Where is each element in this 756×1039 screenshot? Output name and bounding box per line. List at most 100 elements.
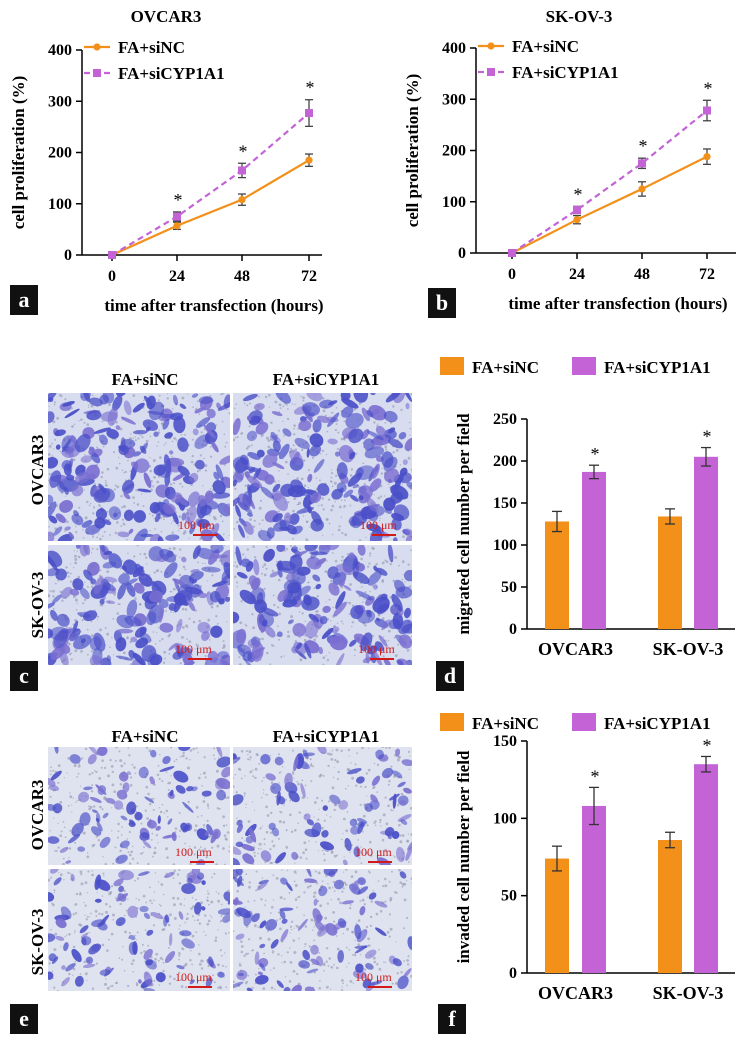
membrane-pore (265, 805, 268, 809)
membrane-pore (340, 499, 343, 501)
stained-cell (194, 406, 206, 414)
stained-cell (212, 479, 226, 495)
membrane-pore (147, 862, 150, 865)
stained-cell (246, 987, 253, 991)
membrane-pore (292, 509, 295, 513)
membrane-pore (410, 495, 412, 497)
membrane-pore (317, 871, 321, 875)
membrane-pore (351, 776, 354, 780)
membrane-pore (98, 504, 101, 507)
scale-label-c1: 100 μm (178, 518, 215, 532)
membrane-pore (178, 556, 181, 558)
membrane-pore (264, 904, 266, 907)
membrane-pore (113, 790, 117, 794)
stained-cell (53, 629, 68, 649)
membrane-pore (281, 869, 283, 871)
stained-cell (335, 591, 346, 610)
stained-cell (388, 438, 404, 449)
membrane-pore (260, 898, 263, 901)
membrane-pore (330, 508, 333, 512)
stained-cell (335, 564, 354, 576)
membrane-pore (179, 662, 182, 665)
membrane-pore (330, 753, 333, 756)
stained-cell (164, 951, 176, 963)
membrane-pore (402, 535, 405, 538)
membrane-pore (289, 961, 293, 964)
membrane-pore (159, 456, 162, 459)
chart-f-category-label-0: OVCAR3 (538, 983, 613, 1003)
stained-cell (219, 454, 230, 465)
membrane-pore (387, 483, 390, 485)
membrane-pore (331, 786, 335, 790)
stained-cell (88, 747, 99, 756)
membrane-pore (146, 817, 149, 820)
stained-cell (81, 520, 93, 528)
stained-cell (291, 546, 298, 553)
membrane-pore (218, 757, 220, 759)
membrane-pore (312, 929, 314, 931)
stained-cell (383, 497, 396, 511)
stained-cell (375, 749, 385, 760)
membrane-pore (311, 456, 315, 460)
stained-cell (234, 908, 242, 917)
membrane-pore (240, 432, 243, 435)
stained-cell (223, 503, 230, 515)
membrane-pore (157, 842, 159, 844)
membrane-pore (56, 416, 59, 420)
stained-cell (329, 794, 341, 805)
stained-cell (240, 558, 251, 568)
stained-cell (150, 749, 157, 758)
membrane-pore (395, 449, 399, 452)
stained-cell (361, 407, 371, 422)
membrane-pore (98, 912, 101, 915)
membrane-pore (327, 752, 331, 756)
stained-cell (349, 451, 356, 460)
membrane-pore (368, 562, 371, 565)
membrane-pore (247, 758, 250, 761)
membrane-pore (175, 439, 178, 441)
membrane-pore (135, 939, 137, 941)
membrane-pore (293, 951, 297, 954)
membrane-pore (326, 814, 328, 816)
membrane-pore (86, 423, 90, 426)
membrane-pore (269, 663, 272, 665)
stained-cell (262, 619, 268, 627)
membrane-pore (283, 655, 285, 657)
stained-cell (48, 785, 60, 791)
membrane-pore (251, 613, 254, 616)
stained-cell (341, 900, 354, 905)
stained-cell (363, 438, 375, 451)
membrane-pore (191, 963, 194, 966)
stained-cell (146, 929, 154, 936)
membrane-pore (270, 986, 274, 990)
chart-d-ylabel: migrated cell number per field (454, 413, 473, 635)
membrane-pore (109, 534, 111, 536)
scale-label-e2: 100 μm (355, 845, 392, 859)
membrane-pore (110, 932, 114, 936)
membrane-pore (152, 631, 155, 633)
membrane-pore (385, 560, 389, 564)
membrane-pore (296, 781, 298, 783)
stained-cell (247, 451, 261, 460)
membrane-pore (209, 645, 211, 648)
stained-cell (318, 646, 324, 654)
stained-cell (246, 415, 252, 421)
membrane-pore (368, 871, 371, 874)
membrane-pore (349, 583, 352, 586)
membrane-pore (273, 951, 275, 953)
membrane-pore (260, 796, 263, 799)
membrane-pore (303, 841, 307, 845)
stained-cell (182, 824, 191, 833)
membrane-pore (399, 464, 402, 466)
membrane-pore (293, 433, 296, 436)
membrane-pore (91, 987, 95, 990)
stained-cell (223, 891, 230, 902)
membrane-pore (116, 521, 119, 524)
chart-d-bar-0-0 (545, 521, 569, 629)
chart-b-series-0-point-0 (508, 249, 516, 257)
stained-cell (130, 461, 139, 469)
stained-cell (48, 778, 56, 787)
membrane-pore (129, 663, 132, 665)
membrane-pore (152, 924, 156, 927)
membrane-pore (261, 519, 264, 522)
